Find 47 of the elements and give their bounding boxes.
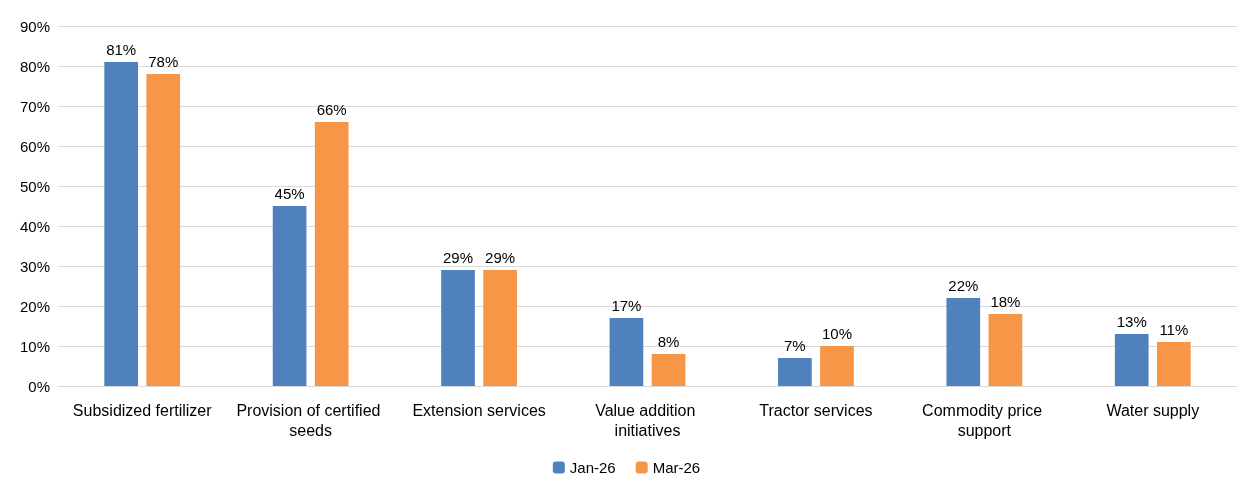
x-tick-label: Subsidized fertilizer	[72, 401, 213, 419]
bar	[441, 270, 475, 386]
x-tick-label: Extension services	[412, 401, 546, 419]
bar	[314, 122, 349, 386]
data-label: 10%	[821, 325, 852, 342]
bar	[104, 62, 138, 386]
x-tick-label: Value addition initiatives	[595, 401, 700, 439]
x-tick-label: Commodity price support	[922, 401, 1047, 439]
y-tick-label: 40%	[19, 217, 50, 235]
bar	[988, 314, 1023, 386]
bar	[609, 318, 644, 386]
data-label: 13%	[1116, 313, 1147, 330]
x-tick-label: Provision of certified seeds	[236, 401, 385, 439]
data-label: 8%	[657, 333, 680, 350]
bar	[146, 74, 181, 386]
x-tick-label: Water supply	[1106, 401, 1200, 419]
y-tick-label: 0%	[28, 377, 50, 395]
y-tick-label: 30%	[19, 257, 50, 275]
data-label: 29%	[485, 249, 516, 266]
data-label: 18%	[990, 293, 1021, 310]
data-label: 17%	[611, 297, 642, 314]
y-tick-label: 10%	[19, 337, 50, 355]
y-tick-label: 70%	[19, 97, 50, 115]
bar	[820, 346, 854, 386]
data-label: 22%	[948, 277, 979, 294]
x-tick-label: Tractor services	[759, 401, 873, 419]
data-label: 66%	[316, 101, 347, 118]
legend-label: Jan-26	[569, 459, 616, 476]
bar	[946, 298, 981, 386]
bar	[1114, 334, 1149, 386]
y-tick-label: 20%	[19, 297, 50, 315]
data-label: 45%	[274, 185, 305, 202]
y-tick-label: 50%	[19, 177, 50, 195]
bar	[272, 206, 307, 386]
data-label: 81%	[106, 41, 137, 58]
bar	[483, 270, 517, 386]
y-tick-label: 80%	[19, 57, 50, 75]
bar	[1157, 342, 1191, 386]
data-label: 78%	[148, 53, 179, 70]
bar	[651, 354, 686, 386]
y-tick-label: 90%	[19, 17, 50, 35]
data-label: 11%	[1159, 321, 1189, 338]
bar	[778, 358, 812, 386]
data-label: 29%	[443, 249, 474, 266]
legend-label: Mar-26	[652, 459, 701, 476]
data-label: 7%	[784, 337, 806, 354]
y-tick-label: 60%	[19, 137, 50, 155]
